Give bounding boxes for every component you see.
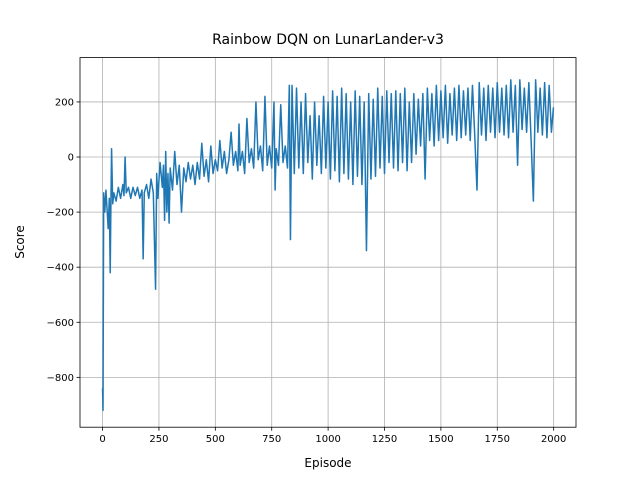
- x-tick-label: 1250: [372, 434, 397, 445]
- y-tick-label: −400: [47, 263, 74, 274]
- data-line: [101, 79, 555, 412]
- x-tick-label: 250: [149, 434, 168, 445]
- y-tick-label: −200: [47, 208, 74, 219]
- y-tick-label: 200: [55, 97, 74, 108]
- plot-frame: [79, 57, 577, 428]
- x-tick-label: 2000: [541, 434, 566, 445]
- y-tick-label: 0: [68, 153, 74, 164]
- y-axis-label: Score: [13, 225, 27, 259]
- x-axis-label: Episode: [304, 456, 351, 470]
- x-tick-label: 500: [206, 434, 225, 445]
- chart-title: Rainbow DQN on LunarLander-v3: [212, 32, 444, 48]
- x-tick-label: 0: [99, 434, 105, 445]
- y-tick-label: −800: [47, 373, 74, 384]
- y-tick-label: −600: [47, 318, 74, 329]
- x-tick-label: 1000: [315, 434, 340, 445]
- x-tick-label: 750: [262, 434, 281, 445]
- x-tick-label: 1500: [428, 434, 453, 445]
- x-tick-label: 1750: [485, 434, 510, 445]
